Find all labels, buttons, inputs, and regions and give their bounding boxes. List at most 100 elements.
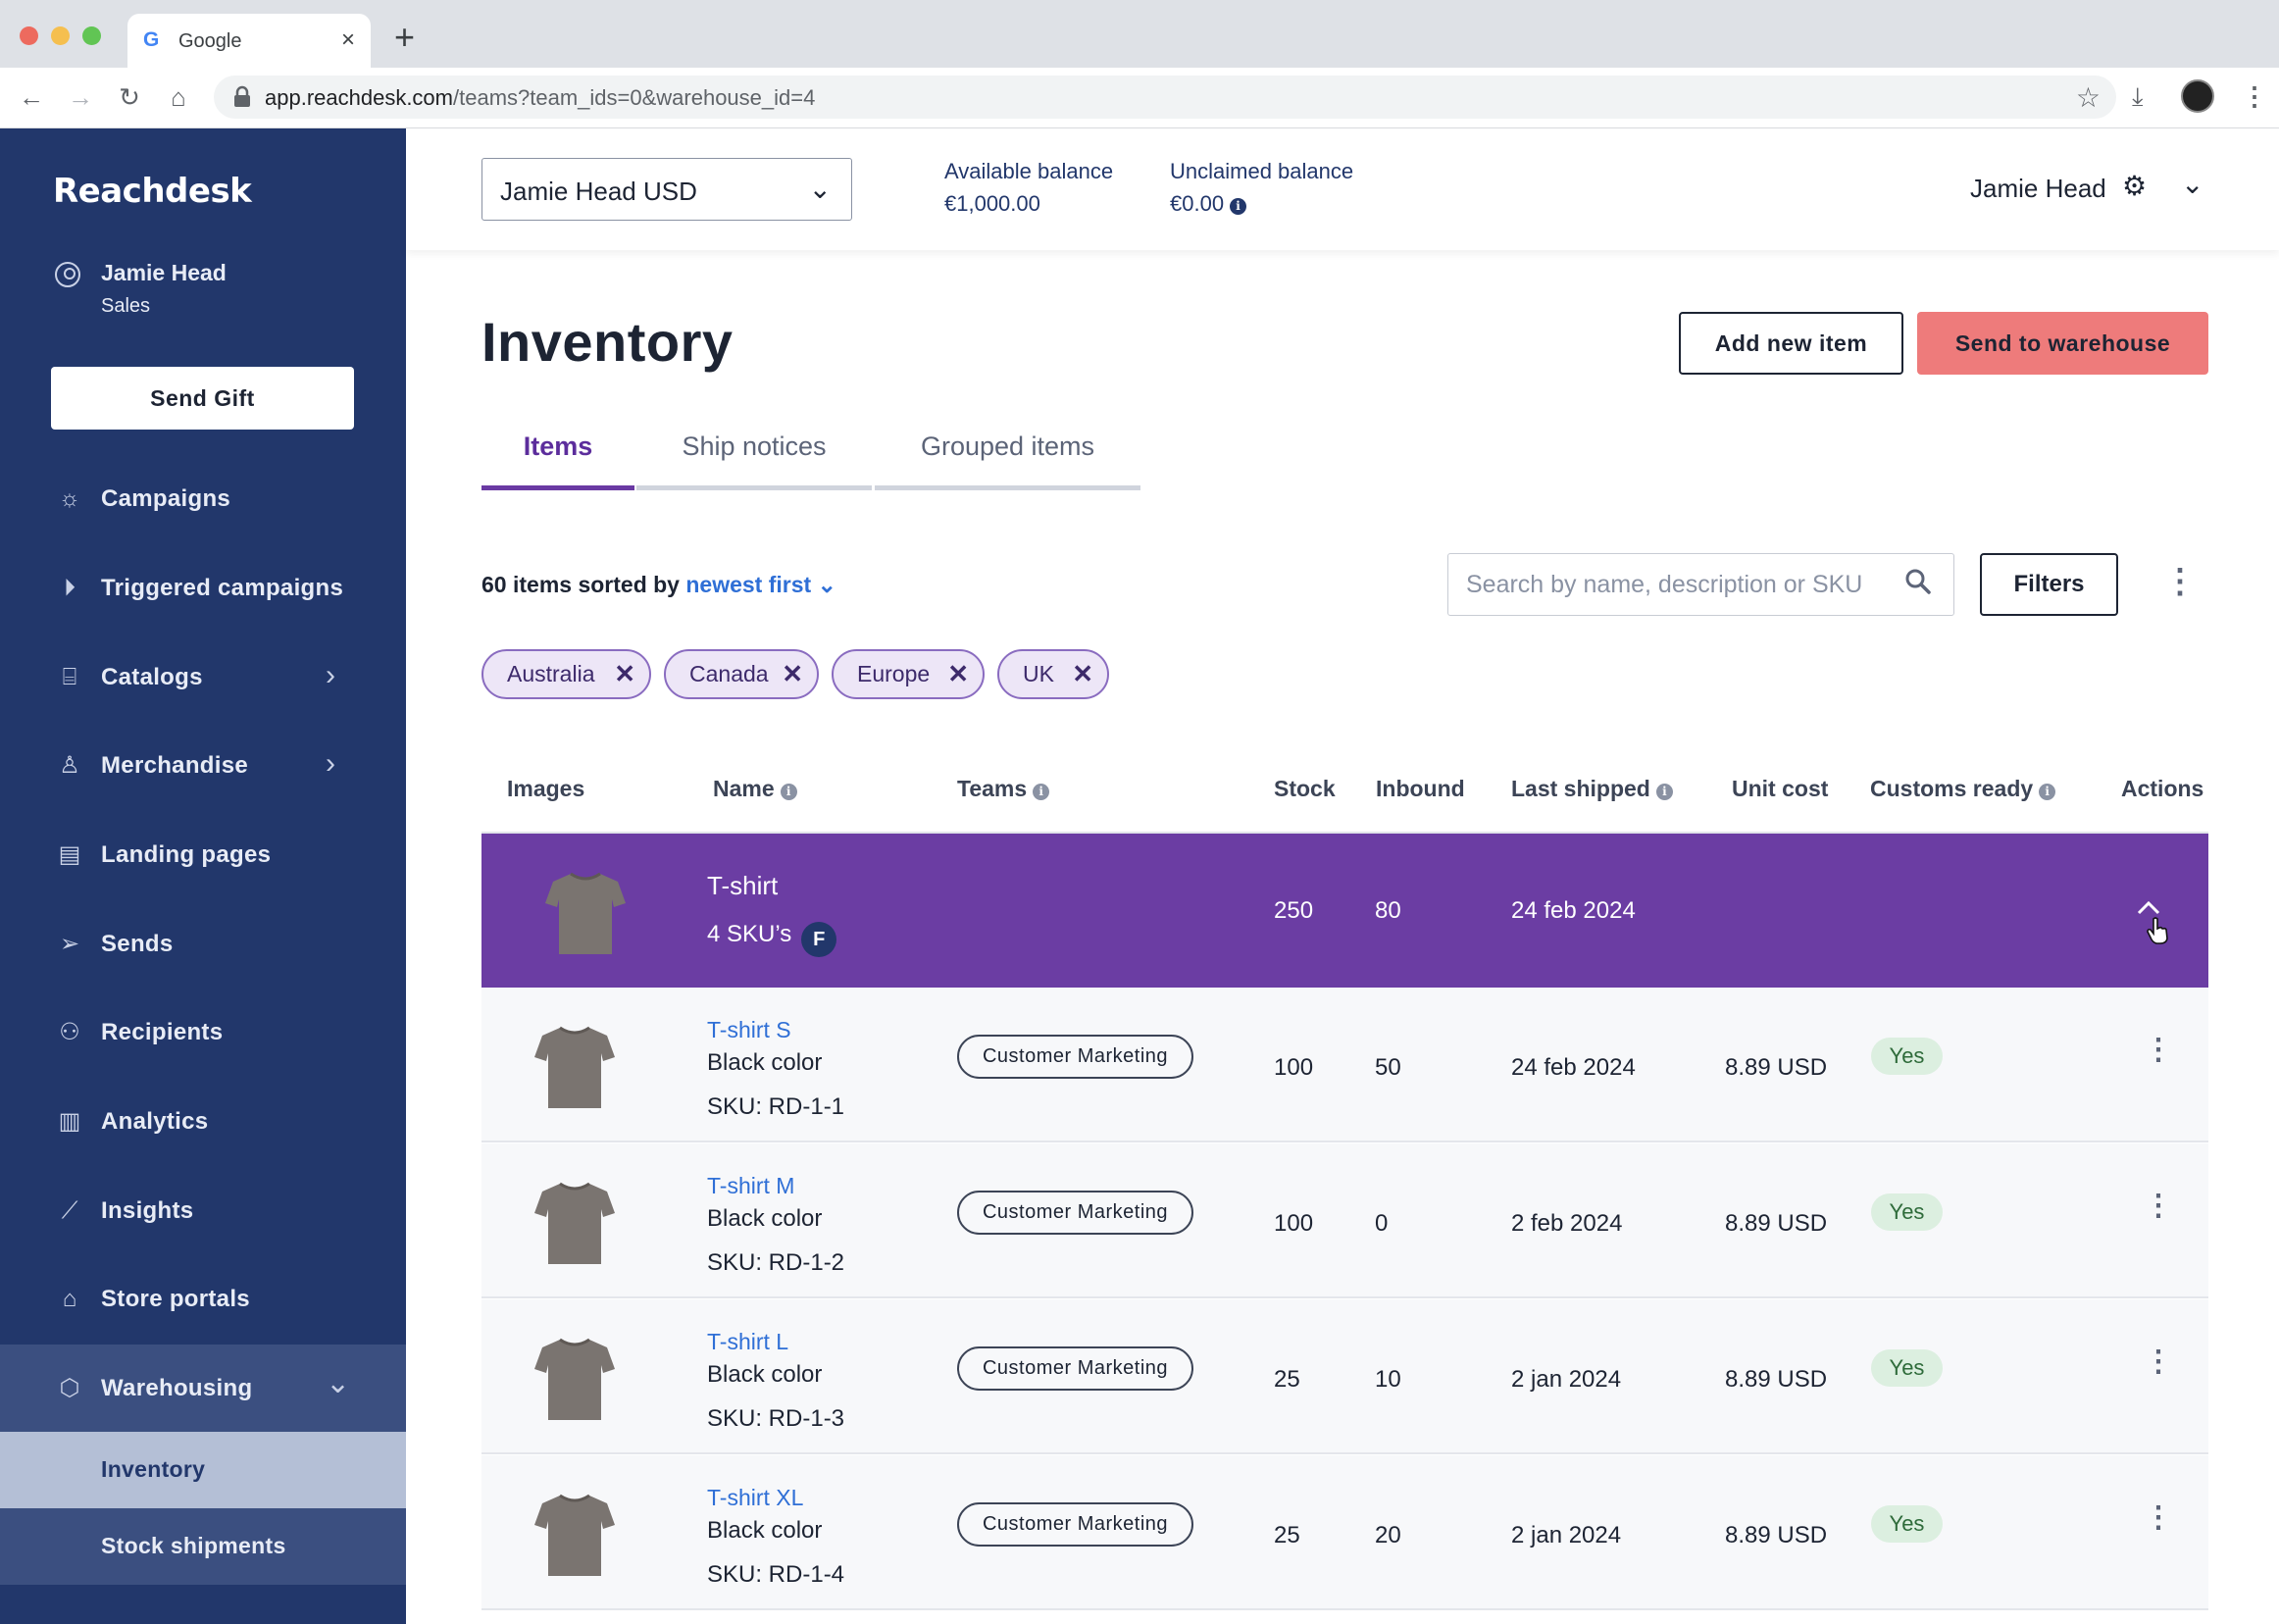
table-row[interactable]: T-shirt S Black color SKU: RD-1-1 Custom… <box>481 988 2208 1142</box>
sort-dropdown[interactable]: newest first ⌄ <box>685 572 836 597</box>
home-icon[interactable]: ⌂ <box>171 82 186 112</box>
sidebar-item-insights[interactable]: ⟋ Insights <box>0 1167 406 1255</box>
search-field[interactable] <box>1447 553 1954 616</box>
column-header-unit-cost[interactable]: Unit cost <box>1732 776 1829 801</box>
column-header-last-shipped[interactable]: Last shipped i <box>1511 776 1673 802</box>
add-new-item-button[interactable]: Add new item <box>1679 312 1903 375</box>
back-icon[interactable]: ← <box>19 82 44 112</box>
customs-ready-badge: Yes <box>1871 1193 1943 1231</box>
item-name-link[interactable]: T-shirt M <box>707 1173 795 1198</box>
chevron-up-icon[interactable] <box>2136 900 2161 916</box>
store-icon: ⌂ <box>62 1286 77 1312</box>
column-header-label: Customs ready <box>1870 776 2034 801</box>
item-description: Black color <box>707 1049 823 1076</box>
filters-button[interactable]: Filters <box>1980 553 2118 616</box>
sidebar-item-warehousing[interactable]: ⬡ Warehousing ⌄ <box>0 1345 406 1433</box>
table-row[interactable]: T-shirt L Black color SKU: RD-1-3 Custom… <box>481 1299 2208 1454</box>
sidebar-item-label: Analytics <box>101 1108 209 1135</box>
search-icon[interactable] <box>1904 568 1932 595</box>
remove-chip-icon[interactable]: ✕ <box>947 659 969 688</box>
close-window-button[interactable] <box>20 26 38 45</box>
item-sku: SKU: RD-1-1 <box>707 1093 845 1120</box>
maximize-window-button[interactable] <box>82 26 101 45</box>
row-actions-icon[interactable]: ⋮ <box>2144 1501 2173 1534</box>
sidebar-item-sends[interactable]: ➢ Sends <box>0 900 406 989</box>
column-header-teams[interactable]: Teams i <box>957 776 1050 802</box>
remove-chip-icon[interactable]: ✕ <box>1072 659 1093 688</box>
tshirt-image <box>534 1182 615 1264</box>
info-icon[interactable]: i <box>1033 784 1050 800</box>
tshirt-image <box>545 872 626 954</box>
sidebar-item-triggered-campaigns[interactable]: ⏵ Triggered campaigns <box>0 544 406 633</box>
gear-icon[interactable]: ⚙ <box>2122 171 2148 201</box>
sidebar-item-merchandise[interactable]: ♙ Merchandise › <box>0 722 406 810</box>
tab-label: Ship notices <box>682 431 827 461</box>
column-header-name[interactable]: Name i <box>713 776 797 802</box>
search-input[interactable] <box>1466 568 1888 601</box>
table-row[interactable]: T-shirt M Black color SKU: RD-1-2 Custom… <box>481 1143 2208 1298</box>
browser-tab[interactable]: G Google × <box>127 14 371 68</box>
unclaimed-balance-value: €0.00 <box>1170 191 1225 216</box>
reachdesk-logo[interactable]: Reachdesk <box>53 172 252 211</box>
info-icon[interactable]: i <box>780 784 797 800</box>
tab-ship-notices[interactable]: Ship notices <box>636 431 872 490</box>
info-icon[interactable]: i <box>1230 198 1247 215</box>
filter-chip-australia: Australia ✕ <box>481 649 651 699</box>
forward-icon[interactable]: → <box>68 82 93 112</box>
column-header-inbound[interactable]: Inbound <box>1376 776 1465 801</box>
column-header-stock[interactable]: Stock <box>1274 776 1336 801</box>
sidebar-item-landing-pages[interactable]: ▤ Landing pages <box>0 811 406 899</box>
unclaimed-balance-label: Unclaimed balance <box>1170 159 1354 183</box>
chevron-right-icon: › <box>326 659 335 691</box>
send-gift-button[interactable]: Send Gift <box>51 367 354 430</box>
sidebar-subitem-inventory[interactable]: Inventory <box>0 1432 406 1508</box>
sidebar-item-label: Recipients <box>101 1019 224 1045</box>
row-actions-icon[interactable]: ⋮ <box>2144 1190 2173 1222</box>
tshirt-image <box>534 1026 615 1108</box>
table-row-group[interactable]: T-shirt 4 SKU’s F 250 80 24 feb 2024 <box>481 834 2208 988</box>
profile-avatar[interactable] <box>2181 79 2214 113</box>
chevron-down-icon[interactable]: ⌄ <box>2181 169 2204 199</box>
item-name-link[interactable]: T-shirt L <box>707 1329 789 1354</box>
table-row[interactable]: T-shirt XL Black color SKU: RD-1-4 Custo… <box>481 1455 2208 1610</box>
info-icon[interactable]: i <box>2039 784 2056 800</box>
sidebar-item-label: Catalogs <box>101 664 203 690</box>
sidebar-item-catalogs[interactable]: ⌸ Catalogs › <box>0 634 406 722</box>
item-sku: SKU: RD-1-2 <box>707 1249 845 1276</box>
download-icon[interactable]: ⤓ <box>2132 81 2144 111</box>
remove-chip-icon[interactable]: ✕ <box>782 659 803 688</box>
send-to-warehouse-button[interactable]: Send to warehouse <box>1917 312 2208 375</box>
people-icon: ⚇ <box>59 1019 80 1045</box>
sidebar-item-recipients[interactable]: ⚇ Recipients <box>0 989 406 1077</box>
sidebar-subitem-stock-shipments[interactable]: Stock shipments <box>0 1508 406 1585</box>
minimize-window-button[interactable] <box>51 26 70 45</box>
sidebar-item-store-portals[interactable]: ⌂ Store portals <box>0 1255 406 1344</box>
account-select[interactable]: Jamie Head USD ⌄ <box>481 158 852 221</box>
item-name-link[interactable]: T-shirt XL <box>707 1485 804 1510</box>
tab-grouped-items[interactable]: Grouped items <box>875 431 1140 490</box>
address-bar[interactable]: app.reachdesk.com/teams?team_ids=0&wareh… <box>214 76 2116 119</box>
info-icon[interactable]: i <box>1655 784 1673 800</box>
item-name-link[interactable]: T-shirt S <box>707 1017 791 1042</box>
sidebar-item-label: Landing pages <box>101 841 272 868</box>
sidebar-user-name: Jamie Head <box>101 260 227 285</box>
row-actions-icon[interactable]: ⋮ <box>2144 1034 2173 1066</box>
more-options-icon[interactable]: ⋮ <box>2163 563 2197 600</box>
column-header-label: Last shipped <box>1511 776 1650 801</box>
close-tab-icon[interactable]: × <box>340 26 355 53</box>
group-sku-count: 4 SKU’s F <box>707 921 837 957</box>
row-actions-icon[interactable]: ⋮ <box>2144 1345 2173 1378</box>
new-tab-button[interactable]: + <box>394 17 416 57</box>
sidebar-subitem-label: Stock shipments <box>101 1533 286 1558</box>
bookmark-star-icon[interactable]: ☆ <box>2075 82 2101 113</box>
browser-menu-icon[interactable]: ⋮ <box>2242 81 2267 111</box>
tab-items[interactable]: Items <box>481 431 634 490</box>
column-header-customs-ready[interactable]: Customs ready i <box>1870 776 2056 802</box>
stock-cell: 25 <box>1274 1366 1300 1393</box>
reload-icon[interactable]: ↻ <box>119 82 140 112</box>
sidebar-item-campaigns[interactable]: ☼ Campaigns <box>0 455 406 543</box>
header-user-name[interactable]: Jamie Head <box>1970 174 2106 203</box>
remove-chip-icon[interactable]: ✕ <box>614 659 635 688</box>
sidebar-item-analytics[interactable]: ▥ Analytics <box>0 1078 406 1166</box>
sidebar-item-label: Warehousing <box>101 1375 253 1401</box>
